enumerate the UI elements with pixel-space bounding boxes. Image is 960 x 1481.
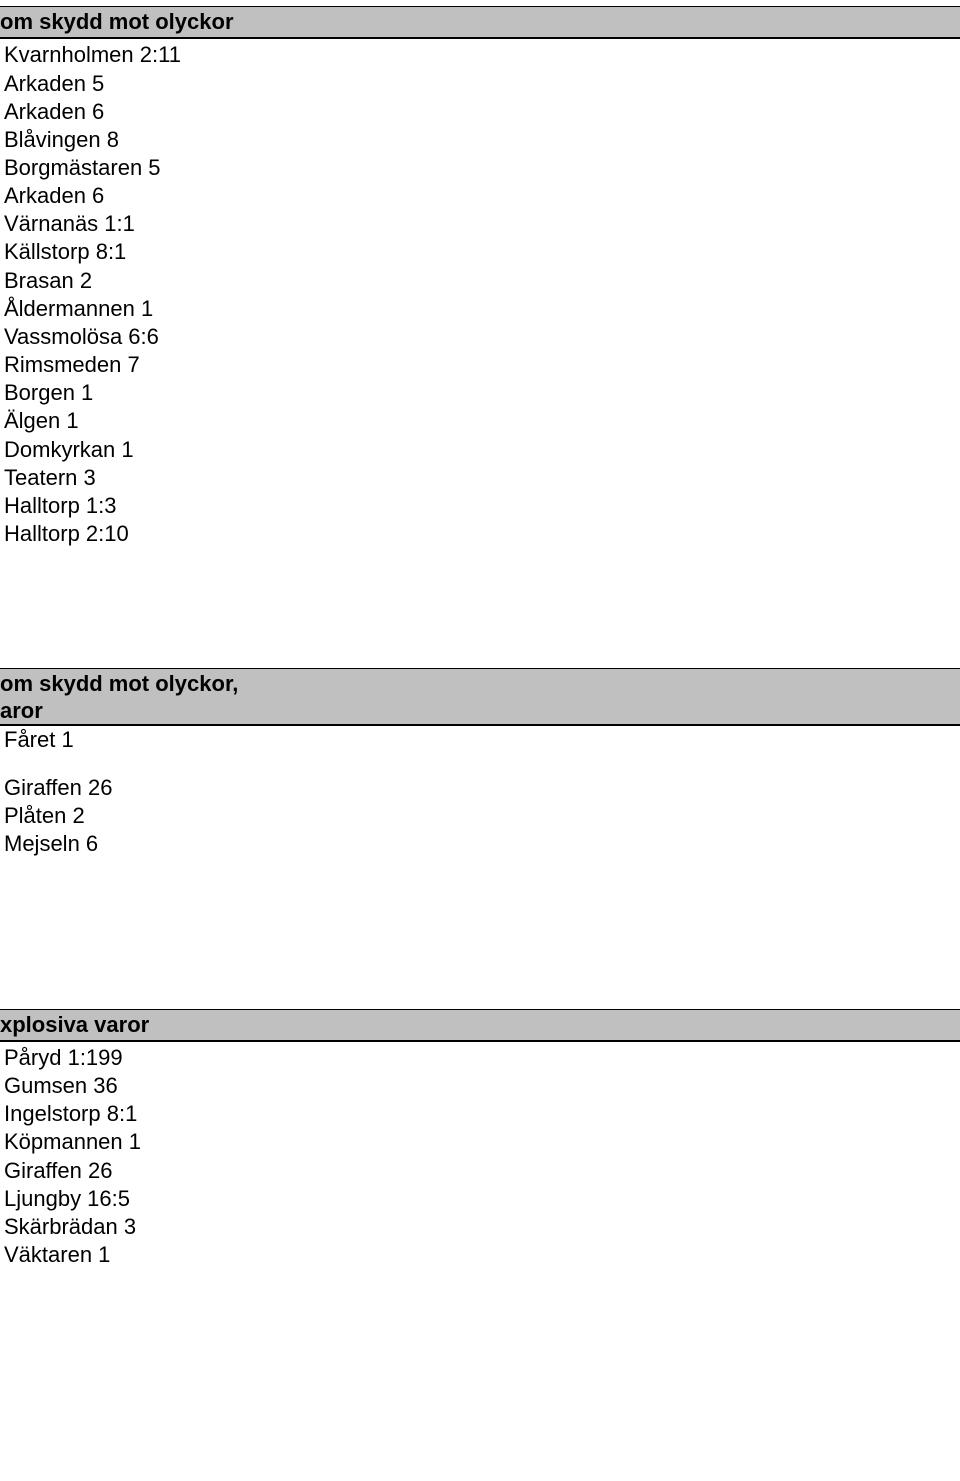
list-item: Väktaren 1 (4, 1241, 960, 1269)
section-list-3: Påryd 1:199 Gumsen 36 Ingelstorp 8:1 Köp… (0, 1042, 960, 1269)
list-item: Rimsmeden 7 (4, 351, 960, 379)
section-list-1: Kvarnholmen 2:11 Arkaden 5 Arkaden 6 Blå… (0, 39, 960, 548)
section-header-line: aror (0, 698, 960, 724)
section-header-1: om skydd mot olyckor (0, 6, 960, 39)
list-item: Ingelstorp 8:1 (4, 1100, 960, 1128)
list-item: Halltorp 1:3 (4, 492, 960, 520)
list-item: Älgen 1 (4, 407, 960, 435)
list-item: Vassmolösa 6:6 (4, 323, 960, 351)
list-item: Arkaden 5 (4, 70, 960, 98)
section-header-2: om skydd mot olyckor, aror (0, 668, 960, 726)
list-item: Giraffen 26 (4, 1157, 960, 1185)
list-item: Brasan 2 (4, 267, 960, 295)
section-header-3: xplosiva varor (0, 1009, 960, 1042)
list-item: Mejseln 6 (4, 830, 960, 858)
section-list-2-inline: Fåret 1 (0, 726, 960, 754)
list-item: Ljungby 16:5 (4, 1185, 960, 1213)
list-item: Påryd 1:199 (4, 1044, 960, 1072)
list-item: Halltorp 2:10 (4, 520, 960, 548)
list-item: Fåret 1 (4, 726, 960, 754)
list-item: Giraffen 26 (4, 774, 960, 802)
list-item: Blåvingen 8 (4, 126, 960, 154)
list-item: Plåten 2 (4, 802, 960, 830)
section-header-line: om skydd mot olyckor, (0, 671, 960, 697)
list-item: Domkyrkan 1 (4, 436, 960, 464)
list-item: Köpmannen 1 (4, 1128, 960, 1156)
list-item: Arkaden 6 (4, 182, 960, 210)
section-header-line: xplosiva varor (0, 1012, 960, 1038)
list-item: Borgen 1 (4, 379, 960, 407)
list-item: Källstorp 8:1 (4, 238, 960, 266)
list-item: Arkaden 6 (4, 98, 960, 126)
list-item: Gumsen 36 (4, 1072, 960, 1100)
list-item: Skärbrädan 3 (4, 1213, 960, 1241)
list-item: Borgmästaren 5 (4, 154, 960, 182)
list-item: Värnanäs 1:1 (4, 210, 960, 238)
list-item: Kvarnholmen 2:11 (4, 41, 960, 69)
section-list-2: Giraffen 26 Plåten 2 Mejseln 6 (0, 772, 960, 858)
section-header-line: om skydd mot olyckor (0, 9, 960, 35)
list-item: Teatern 3 (4, 464, 960, 492)
list-item: Åldermannen 1 (4, 295, 960, 323)
